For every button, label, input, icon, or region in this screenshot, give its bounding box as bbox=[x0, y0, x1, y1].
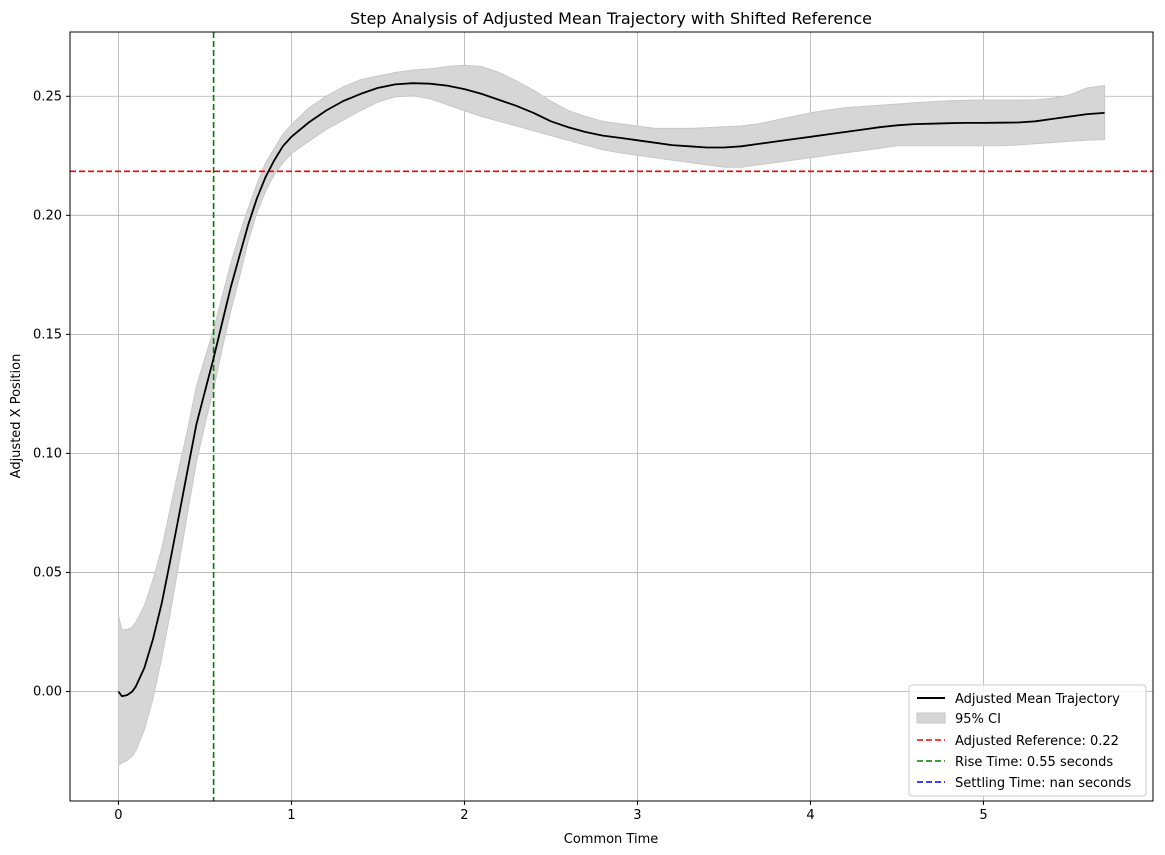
legend-label-settling-time: Settling Time: nan seconds bbox=[955, 776, 1132, 791]
legend-label-ci: 95% CI bbox=[955, 712, 1001, 727]
chart-title: Step Analysis of Adjusted Mean Trajector… bbox=[350, 9, 872, 28]
plot-frame bbox=[69, 31, 1154, 802]
legend-swatch-ci bbox=[916, 712, 946, 724]
legend: Adjusted Mean Trajectory 95% CI Adjusted… bbox=[908, 684, 1147, 797]
y-axis: 0.00 0.05 0.10 0.15 0.20 0.25 bbox=[33, 89, 70, 699]
legend-label-reference: Adjusted Reference: 0.22 bbox=[955, 734, 1119, 749]
legend-frame bbox=[908, 684, 1147, 797]
ci-layer bbox=[117, 64, 1106, 767]
y-tick-label: 0.00 bbox=[33, 684, 62, 699]
x-tick-label: 3 bbox=[633, 808, 641, 823]
legend-label-mean: Adjusted Mean Trajectory bbox=[955, 692, 1120, 707]
series-layer bbox=[117, 82, 1105, 698]
y-tick-label: 0.10 bbox=[33, 446, 62, 461]
x-tick-label: 5 bbox=[979, 808, 987, 823]
x-tick-label: 2 bbox=[460, 808, 468, 823]
series-line-mean-trajectory bbox=[117, 82, 1105, 698]
grid-layer bbox=[70, 32, 1153, 801]
y-axis-title: Adjusted X Position bbox=[9, 354, 24, 479]
x-axis: 0 1 2 3 4 5 bbox=[114, 801, 988, 823]
y-tick-label: 0.20 bbox=[33, 208, 62, 223]
x-tick-label: 1 bbox=[287, 808, 295, 823]
legend-label-rise-time: Rise Time: 0.55 seconds bbox=[955, 755, 1113, 770]
y-tick-label: 0.15 bbox=[33, 327, 62, 342]
reference-lines-layer bbox=[70, 32, 1153, 801]
x-tick-label: 0 bbox=[114, 808, 122, 823]
plot-area bbox=[70, 32, 1153, 801]
y-tick-label: 0.05 bbox=[33, 565, 62, 580]
x-tick-label: 4 bbox=[806, 808, 814, 823]
ci-band bbox=[117, 64, 1106, 767]
y-tick-label: 0.25 bbox=[33, 89, 62, 104]
x-axis-title: Common Time bbox=[564, 832, 659, 847]
